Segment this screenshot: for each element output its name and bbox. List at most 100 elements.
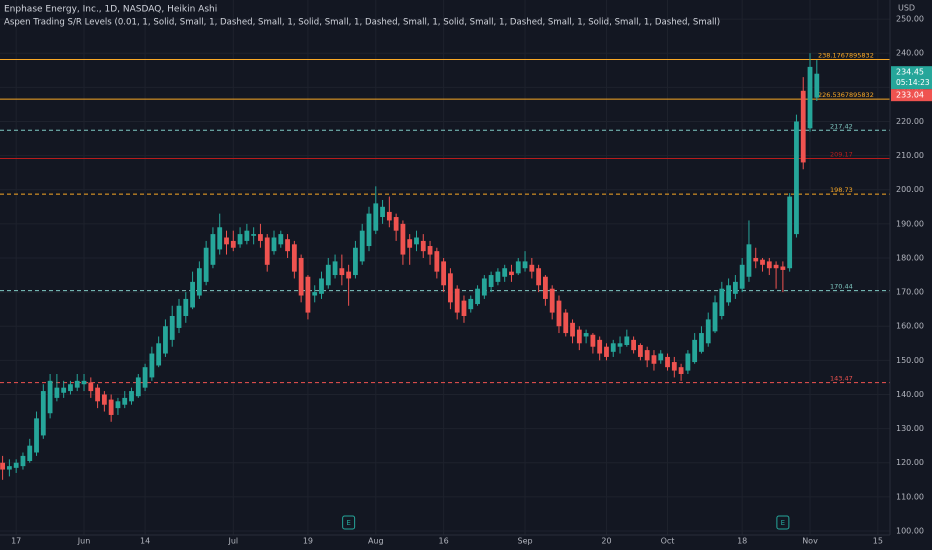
candle-body: [122, 397, 128, 405]
candle-body: [726, 285, 731, 303]
y-tick-label: 250.00: [896, 15, 924, 24]
axes: 100.00 110.00 120.00 130.00 140.00 150.00 160.…: [11, 15, 932, 546]
candle-body: [271, 237, 277, 252]
candle-body: [142, 367, 148, 388]
candle-body: [305, 276, 311, 313]
candle-body: [631, 339, 637, 351]
candle-body: [6, 466, 12, 470]
candle-body: [258, 234, 263, 241]
last-price-box: [891, 66, 932, 90]
grid: [0, 0, 890, 535]
candle-body: [190, 281, 195, 308]
candle-body: [536, 268, 542, 286]
candle-body: [441, 261, 447, 286]
y-tick-label: 190.00: [896, 219, 924, 228]
candle-body: [353, 247, 358, 276]
candle-body: [454, 288, 460, 313]
candle-body: [129, 391, 134, 402]
y-tick-label: 220.00: [896, 117, 924, 126]
y-tick-label: 200.00: [896, 185, 924, 194]
candle-body: [393, 217, 399, 231]
candle-body: [427, 246, 433, 255]
x-tick-label: 16: [439, 537, 449, 546]
candle-body: [787, 196, 793, 269]
level-label: 238.1767895832: [818, 51, 874, 59]
candle-body: [61, 387, 67, 393]
x-tick-label: 14: [140, 537, 150, 546]
candle-body: [495, 271, 501, 282]
countdown-label: 05:14:23: [896, 78, 930, 87]
candle-body: [291, 244, 297, 272]
y-tick-label: 130.00: [896, 424, 924, 433]
candle-body: [760, 259, 765, 265]
candle-body: [319, 278, 324, 294]
candle-body: [658, 353, 664, 361]
candle-body: [380, 206, 385, 218]
level-label: 226.5367895832: [818, 91, 874, 99]
candle-body: [20, 455, 26, 467]
candle-body: [285, 239, 290, 252]
last-price-label: 234.45: [896, 68, 924, 77]
candle-body: [610, 343, 616, 352]
candle-body: [719, 288, 725, 316]
event-marker: [342, 515, 356, 530]
x-tick-label: Aug: [368, 537, 384, 546]
candle-body: [81, 380, 87, 385]
candle-body: [251, 234, 257, 236]
candle-body: [556, 300, 562, 327]
candle-body: [217, 227, 223, 250]
candle-body: [366, 213, 372, 247]
candle-body: [135, 377, 141, 397]
x-tick-label: 17: [11, 537, 21, 546]
candle-body: [773, 264, 779, 269]
candle-body: [807, 66, 813, 129]
candle-body: [163, 326, 168, 354]
candle-body: [678, 367, 684, 375]
candle-body: [346, 271, 352, 279]
candle-body: [414, 237, 419, 245]
candle-body: [637, 344, 643, 357]
candle-body: [780, 266, 786, 270]
candle-body: [563, 312, 569, 334]
y-tick-label: 180.00: [896, 253, 924, 262]
candle-body: [624, 336, 630, 345]
candle-body: [312, 292, 318, 296]
candle-body: [332, 261, 338, 276]
x-tick-label: Jun: [77, 537, 91, 546]
y-tick-label: 150.00: [896, 356, 924, 365]
level-label: 198.73: [830, 186, 853, 194]
candle-body: [814, 73, 820, 98]
candle-body: [244, 230, 250, 241]
candle-body: [746, 244, 752, 277]
candle-body: [373, 203, 379, 231]
candle-body: [712, 302, 718, 332]
candle-body: [543, 276, 548, 299]
event-label: E: [346, 519, 350, 527]
candle-body: [644, 350, 650, 361]
candle-body: [794, 121, 799, 235]
y-tick-label: 100.00: [896, 526, 924, 535]
candle-body: [359, 230, 365, 262]
candle-body: [705, 319, 711, 344]
candle-body: [420, 240, 426, 252]
candle-body: [224, 237, 229, 245]
candle-body: [522, 261, 528, 269]
y-tick-label: 170.00: [896, 288, 924, 297]
candle-body: [509, 271, 514, 276]
candle-body: [617, 343, 623, 347]
candle-body: [468, 298, 474, 310]
candle-body: [183, 298, 189, 316]
candles: [0, 53, 820, 480]
x-tick-label: 20: [601, 537, 611, 546]
level-label: 209.17: [830, 150, 853, 158]
event-marker: [776, 515, 790, 530]
candle-body: [169, 315, 175, 340]
candle-body: [101, 394, 107, 405]
y-tick-label: 240.00: [896, 49, 924, 58]
currency-label: USD: [898, 4, 915, 13]
candle-body: [739, 264, 745, 289]
chart-title: Enphase Energy, Inc., 1D, NASDAQ, Heikin…: [4, 5, 217, 15]
indicator-label: Aspen Trading S/R Levels (0.01, 1, Solid…: [4, 18, 720, 28]
candle-body: [488, 275, 494, 287]
